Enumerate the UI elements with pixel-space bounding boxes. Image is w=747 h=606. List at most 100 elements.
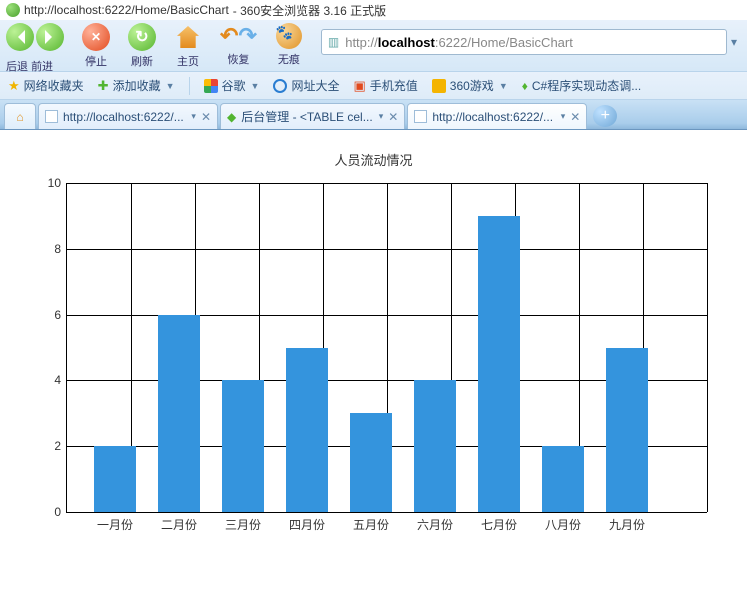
y-tick-label: 8: [54, 242, 67, 256]
shield-icon: ◆: [227, 110, 236, 124]
gridline-v: [707, 183, 708, 512]
tab-title: http://localhost:6222/...: [432, 110, 554, 124]
page-content: 人员流动情况 0246810一月份二月份三月份四月份五月份六月份七月份八月份九月…: [0, 130, 747, 553]
separator: [189, 77, 190, 95]
new-tab-button[interactable]: +: [593, 105, 617, 127]
x-tick-label: 七月份: [481, 512, 517, 533]
tab-2[interactable]: ◆ 后台管理 - <TABLE cel... ▾ ✕: [220, 103, 405, 129]
bookmark-csharp[interactable]: ♦ C#程序实现动态调...: [522, 77, 641, 94]
home-tab-icon: ⌂: [16, 110, 23, 124]
tab-title: http://localhost:6222/...: [63, 110, 185, 124]
y-tick-label: 0: [54, 505, 67, 519]
star-icon: ★: [8, 78, 20, 94]
address-bar[interactable]: ▥ http://localhost:6222/Home/BasicChart: [321, 29, 727, 55]
x-tick-label: 六月份: [417, 512, 453, 533]
google-icon: [204, 79, 218, 93]
page-icon: [45, 110, 58, 123]
stop-button[interactable]: 停止: [82, 23, 110, 69]
incognito-button[interactable]: 无痕: [275, 23, 303, 67]
url-path: :6222/Home/BasicChart: [435, 35, 573, 50]
bar: [94, 446, 136, 512]
bookmark-network-favorites[interactable]: ★网络收藏夹: [8, 77, 84, 94]
forward-arrow-icon: [36, 23, 64, 51]
window-titlebar: http://localhost:6222/Home/BasicChart - …: [0, 0, 747, 20]
address-dropdown[interactable]: ▾: [727, 35, 741, 49]
bookmarks-toolbar: ★网络收藏夹 ✚添加收藏 ▼ 谷歌 ▼ 网址大全 ▣手机充值 360游戏▼ ♦ C#程…: [0, 72, 747, 100]
bookmark-sites[interactable]: 网址大全: [273, 77, 339, 94]
chart-title: 人员流动情况: [30, 150, 717, 169]
chevron-down-icon[interactable]: ▾: [561, 111, 566, 122]
page-favicon: [6, 3, 20, 17]
x-tick-label: 三月份: [225, 512, 261, 533]
reload-button[interactable]: 刷新: [128, 23, 156, 69]
restore-button[interactable]: 恢复: [220, 23, 257, 67]
chevron-down-icon: ▼: [251, 81, 260, 91]
main-toolbar: 停止 刷新 主页 恢复 无痕 ▥ http://localhost:6222/H…: [0, 20, 747, 72]
folder-icon: [432, 79, 446, 93]
restore-label: 恢复: [227, 51, 249, 67]
csharp-icon: ♦: [522, 79, 528, 93]
tab-1[interactable]: http://localhost:6222/... ▾ ✕: [38, 103, 218, 129]
undo-icon: [220, 23, 238, 49]
stop-icon: [82, 23, 110, 51]
backforward-label: 后退 前进: [6, 58, 53, 74]
reload-label: 刷新: [131, 53, 153, 69]
bookmark-label: 网址大全: [291, 77, 339, 94]
chevron-down-icon: ▼: [166, 81, 175, 91]
reload-icon: [128, 23, 156, 51]
bar: [350, 413, 392, 512]
x-tick-label: 五月份: [353, 512, 389, 533]
chart: 0246810一月份二月份三月份四月份五月份六月份七月份八月份九月份: [66, 183, 707, 533]
paw-icon: [276, 23, 302, 49]
x-tick-label: 二月份: [161, 512, 197, 533]
bookmark-google[interactable]: 谷歌 ▼: [204, 77, 260, 94]
stop-label: 停止: [85, 53, 107, 69]
x-tick-label: 一月份: [97, 512, 133, 533]
tab-3[interactable]: http://localhost:6222/... ▾ ✕: [407, 103, 587, 129]
bar: [478, 216, 520, 512]
forward-button[interactable]: [36, 23, 64, 51]
bar: [286, 348, 328, 513]
home-label: 主页: [177, 53, 199, 69]
redo-icon: [238, 23, 256, 49]
chevron-down-icon[interactable]: ▾: [379, 111, 384, 122]
window-title-url: http://localhost:6222/Home/BasicChart: [24, 3, 229, 17]
bar: [414, 380, 456, 512]
incognito-label: 无痕: [278, 51, 300, 67]
y-tick-label: 6: [54, 308, 67, 322]
chevron-down-icon[interactable]: ▾: [191, 111, 196, 122]
home-button[interactable]: 主页: [174, 23, 202, 69]
y-tick-label: 10: [48, 176, 67, 190]
y-tick-label: 4: [54, 373, 67, 387]
url-host: localhost: [378, 35, 435, 50]
bookmark-add[interactable]: ✚添加收藏 ▼: [98, 77, 175, 94]
x-tick-label: 九月份: [609, 512, 645, 533]
bookmark-label: 手机充值: [370, 77, 418, 94]
bookmark-360games[interactable]: 360游戏▼: [432, 77, 508, 94]
back-arrow-icon: [6, 23, 34, 51]
bookmark-label: C#程序实现动态调...: [532, 77, 641, 94]
bookmark-label: 添加收藏: [113, 77, 161, 94]
bar: [222, 380, 264, 512]
bar: [606, 348, 648, 513]
chart-plot-area: 0246810一月份二月份三月份四月份五月份六月份七月份八月份九月份: [66, 183, 707, 513]
bookmark-label: 谷歌: [222, 77, 246, 94]
bar: [542, 446, 584, 512]
close-icon[interactable]: ✕: [388, 110, 398, 124]
x-tick-label: 四月份: [289, 512, 325, 533]
y-tick-label: 2: [54, 439, 67, 453]
close-icon[interactable]: ✕: [570, 110, 580, 124]
x-tick-label: 八月份: [545, 512, 581, 533]
tab-title: 后台管理 - <TABLE cel...: [241, 108, 372, 125]
window-title-suffix: - 360安全浏览器 3.16 正式版: [233, 2, 386, 19]
back-button[interactable]: [6, 23, 34, 51]
home-tab[interactable]: ⌂: [4, 103, 36, 129]
page-icon: [414, 110, 427, 123]
bookmark-recharge[interactable]: ▣手机充值: [353, 77, 417, 94]
close-icon[interactable]: ✕: [201, 110, 211, 124]
ie-icon: [273, 79, 287, 93]
home-icon: [174, 23, 202, 51]
star-add-icon: ✚: [98, 78, 109, 94]
bookmark-label: 网络收藏夹: [24, 77, 84, 94]
bookmark-label: 360游戏: [450, 77, 494, 94]
